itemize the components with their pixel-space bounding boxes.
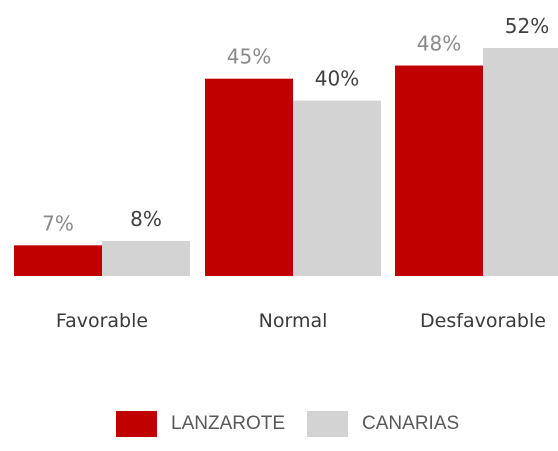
category-label-favorable: Favorable [56,310,148,332]
bar-canarias-desfavorable [483,48,558,276]
legend-swatch-lanzarote [116,411,157,437]
bar-lanzarote-desfavorable [395,65,483,277]
data-label-canarias-favorable: 8% [130,207,162,231]
data-label-canarias-desfavorable: 52% [505,14,549,38]
legend-label-canarias: CANARIAS [362,413,460,434]
data-label-lanzarote-normal: 45% [227,45,271,69]
bar-canarias-favorable [102,240,190,276]
bar-lanzarote-normal [205,78,293,276]
data-label-canarias-normal: 40% [315,67,359,91]
chart-legend: LANZAROTE CANARIAS [116,411,459,437]
legend-item-canarias: CANARIAS [307,411,459,437]
category-label-normal: Normal [259,310,328,332]
data-label-lanzarote-desfavorable: 48% [417,32,461,56]
bar-lanzarote-favorable [14,245,102,276]
category-label-desfavorable: Desfavorable [420,310,546,332]
legend-swatch-canarias [307,411,349,437]
legend-label-lanzarote: LANZAROTE [171,413,286,434]
legend-item-lanzarote: LANZAROTE [116,411,285,437]
bar-canarias-normal [293,100,381,276]
data-label-lanzarote-favorable: 7% [42,211,74,235]
